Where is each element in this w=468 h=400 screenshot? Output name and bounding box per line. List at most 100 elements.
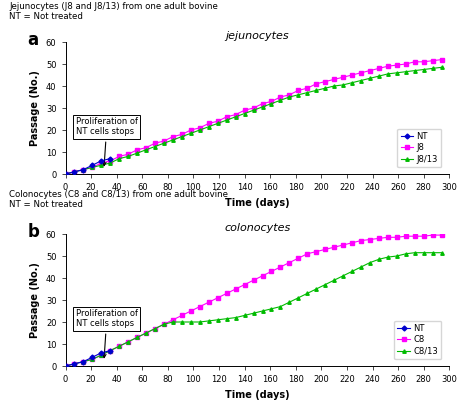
J8 bbox=[260, 101, 265, 106]
C8 bbox=[394, 235, 400, 240]
J8 bbox=[125, 152, 131, 157]
NT bbox=[63, 364, 68, 368]
J8 bbox=[80, 167, 86, 172]
NT bbox=[89, 163, 95, 168]
C8/13 bbox=[358, 265, 364, 270]
J8/13 bbox=[80, 167, 86, 172]
J8/13 bbox=[331, 84, 337, 88]
C8/13 bbox=[89, 357, 95, 362]
C8 bbox=[117, 344, 122, 348]
J8/13 bbox=[161, 141, 167, 146]
J8/13 bbox=[367, 76, 373, 81]
J8/13 bbox=[340, 82, 346, 87]
J8/13 bbox=[108, 161, 113, 166]
J8 bbox=[206, 121, 212, 126]
C8 bbox=[278, 265, 283, 270]
J8 bbox=[430, 58, 435, 63]
J8/13 bbox=[269, 101, 274, 106]
J8 bbox=[340, 75, 346, 80]
J8 bbox=[251, 106, 256, 110]
J8 bbox=[242, 108, 248, 113]
C8/13 bbox=[72, 362, 77, 366]
J8/13 bbox=[152, 144, 158, 149]
C8/13 bbox=[99, 353, 104, 358]
C8 bbox=[233, 286, 239, 291]
X-axis label: Time (days): Time (days) bbox=[225, 390, 290, 400]
C8/13 bbox=[430, 250, 435, 255]
C8 bbox=[430, 233, 435, 238]
J8/13 bbox=[143, 148, 149, 152]
J8/13 bbox=[251, 108, 256, 113]
Line: NT: NT bbox=[64, 157, 112, 176]
J8/13 bbox=[286, 94, 292, 99]
J8 bbox=[367, 68, 373, 73]
J8/13 bbox=[72, 170, 77, 174]
C8/13 bbox=[206, 318, 212, 323]
C8/13 bbox=[108, 348, 113, 353]
NT bbox=[72, 362, 77, 366]
J8/13 bbox=[206, 124, 212, 129]
Line: J8: J8 bbox=[64, 58, 443, 176]
C8/13 bbox=[80, 359, 86, 364]
J8/13 bbox=[349, 80, 355, 85]
C8 bbox=[269, 269, 274, 274]
C8/13 bbox=[233, 315, 239, 320]
C8 bbox=[152, 326, 158, 331]
C8/13 bbox=[421, 250, 426, 255]
J8/13 bbox=[376, 74, 382, 78]
NT bbox=[108, 156, 113, 161]
C8 bbox=[134, 335, 140, 340]
Text: Colonocytes (C8 and C8/13) from one adult bovine
NT = Not treated: Colonocytes (C8 and C8/13) from one adul… bbox=[9, 190, 228, 210]
Line: C8/13: C8/13 bbox=[64, 251, 443, 368]
J8 bbox=[233, 112, 239, 117]
C8/13 bbox=[278, 304, 283, 309]
C8/13 bbox=[197, 320, 203, 324]
C8/13 bbox=[376, 257, 382, 262]
J8/13 bbox=[89, 165, 95, 170]
C8 bbox=[89, 357, 95, 362]
J8 bbox=[322, 79, 328, 84]
J8 bbox=[394, 63, 400, 68]
NT bbox=[99, 158, 104, 163]
J8/13 bbox=[179, 134, 185, 139]
C8 bbox=[143, 330, 149, 335]
J8 bbox=[349, 73, 355, 78]
C8/13 bbox=[403, 252, 409, 256]
C8 bbox=[439, 233, 445, 238]
Text: a: a bbox=[27, 32, 38, 50]
C8 bbox=[358, 238, 364, 243]
C8/13 bbox=[215, 318, 220, 322]
Title: colonocytes: colonocytes bbox=[224, 223, 291, 233]
C8 bbox=[63, 364, 68, 368]
J8 bbox=[161, 139, 167, 144]
J8/13 bbox=[215, 121, 220, 126]
C8 bbox=[251, 278, 256, 282]
NT bbox=[80, 167, 86, 172]
C8 bbox=[224, 291, 229, 296]
Line: NT: NT bbox=[64, 349, 112, 368]
C8/13 bbox=[269, 306, 274, 311]
C8/13 bbox=[170, 320, 176, 324]
NT bbox=[72, 170, 77, 174]
J8/13 bbox=[305, 90, 310, 95]
J8 bbox=[143, 145, 149, 150]
J8/13 bbox=[439, 65, 445, 70]
C8 bbox=[376, 236, 382, 241]
C8/13 bbox=[314, 286, 319, 291]
C8/13 bbox=[349, 269, 355, 274]
C8/13 bbox=[322, 282, 328, 287]
J8 bbox=[269, 99, 274, 104]
J8 bbox=[197, 126, 203, 130]
C8 bbox=[206, 300, 212, 305]
C8 bbox=[412, 234, 417, 238]
J8 bbox=[295, 88, 301, 93]
Y-axis label: Passage (No.): Passage (No.) bbox=[30, 70, 40, 146]
NT bbox=[99, 350, 104, 355]
Text: b: b bbox=[27, 224, 39, 242]
NT bbox=[108, 348, 113, 353]
Line: J8/13: J8/13 bbox=[64, 66, 443, 176]
J8 bbox=[117, 154, 122, 159]
J8 bbox=[412, 59, 417, 64]
C8/13 bbox=[394, 254, 400, 258]
C8/13 bbox=[412, 250, 417, 255]
